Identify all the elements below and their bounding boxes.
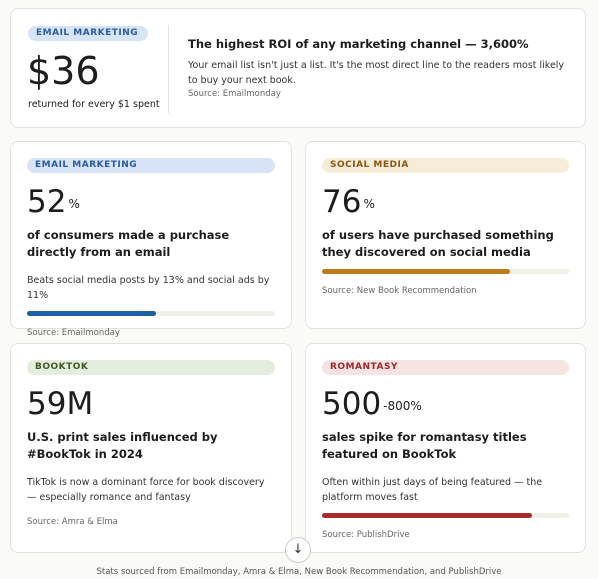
bar-track — [27, 311, 275, 316]
value: 500 — [322, 386, 382, 422]
source: Source: New Book Recommendation — [322, 286, 477, 296]
stat-card: EMAIL MARKETING 52% of consumers made a pu… — [10, 141, 292, 338]
stat-card: BOOKTOK 59M U.S. print sales influenced by… — [10, 343, 292, 553]
divider — [168, 25, 169, 113]
tag: BOOKTOK — [27, 360, 275, 375]
stat-value: 76% — [322, 185, 569, 219]
tag: EMAIL MARKETING — [28, 26, 148, 41]
tag: ROMANTASY — [322, 360, 569, 375]
bar — [322, 269, 510, 274]
unit: -800% — [383, 399, 422, 413]
value: 59M — [27, 386, 94, 422]
footer: Stats sourced from Emailmonday, Amra & E… — [96, 567, 502, 577]
note: Often within just days of being featured… — [322, 477, 543, 503]
unit: % — [68, 197, 80, 211]
headline: U.S. print sales influenced by #BookTok … — [27, 430, 218, 461]
scroll-button[interactable]: ↓ — [285, 537, 311, 563]
stat-card: SOCIAL MEDIA 76% of users have purchased s… — [305, 141, 586, 329]
stat-value: 500 -800% — [322, 387, 569, 421]
source: Source: Emailmonday — [188, 89, 281, 99]
source: Source: Amra & Elma — [27, 517, 118, 527]
value: 76 — [322, 184, 362, 220]
source: Source: Emailmonday — [27, 328, 120, 338]
caption: returned for every $1 spent — [28, 99, 160, 110]
headline: of consumers made a purchase directly fr… — [27, 228, 230, 259]
note: TikTok is now a dominant force for book … — [27, 477, 265, 503]
headline: The highest ROI of any marketing channel… — [188, 37, 529, 51]
unit: % — [363, 197, 375, 211]
bar — [27, 311, 156, 316]
hero-card: EMAIL MARKETING $36 returned for every $… — [10, 8, 586, 128]
body: Your email list isn't just a list. It's … — [188, 60, 565, 86]
stat-value: 52% — [27, 185, 275, 219]
note: Beats social media posts by 13% and soci… — [27, 275, 270, 301]
bar — [322, 513, 532, 518]
bar-track — [322, 269, 569, 274]
bar-track — [322, 513, 569, 518]
stat-value: 59M — [27, 387, 275, 421]
headline: sales spike for romantasy titles feature… — [322, 430, 527, 461]
stat-card: ROMANTASY 500 -800% sales spike for romanta… — [305, 343, 586, 553]
hero-value: $36 — [27, 49, 100, 93]
tag: EMAIL MARKETING — [27, 158, 275, 173]
tag: SOCIAL MEDIA — [322, 158, 569, 173]
value: 52 — [27, 184, 67, 220]
source: Source: PublishDrive — [322, 530, 410, 540]
headline: of users have purchased something they d… — [322, 228, 554, 259]
